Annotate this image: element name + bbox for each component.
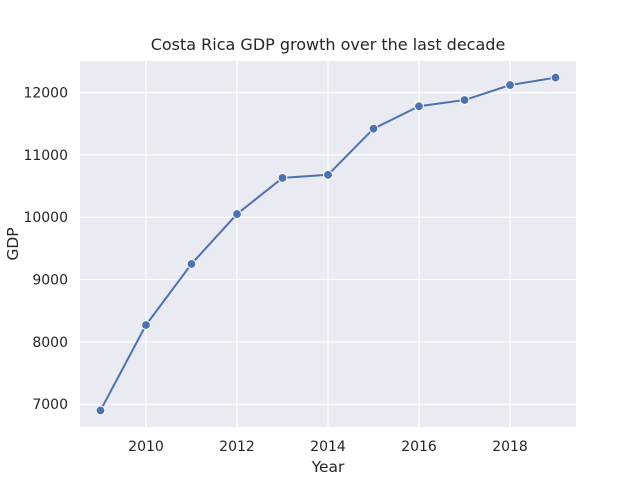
y-axis-label: GDP [4,227,22,260]
grid-lines [80,61,576,427]
y-tick-label: 8000 [32,335,68,351]
x-tick-label: 2016 [401,439,437,455]
y-tick-label: 10000 [23,210,68,226]
x-tick-label: 2012 [219,439,255,455]
x-tick-label: 2014 [310,439,346,455]
x-axis-label: Year [311,458,345,476]
data-point [323,169,333,180]
y-tick-label: 11000 [23,148,68,164]
data-point [459,95,470,105]
y-tick-label: 7000 [32,397,68,413]
data-point [277,173,288,183]
data-point [368,123,379,134]
data-point [414,101,424,112]
chart-title: Costa Rica GDP growth over the last deca… [151,35,506,54]
data-point [505,80,515,90]
tick-labels: 2010 2012 2014 2016 2018 7000 8000 9000 10000 110… [23,86,527,455]
data-point [141,320,151,330]
y-tick-label: 12000 [23,86,68,102]
data-point [232,209,242,219]
data-point [95,405,106,416]
x-tick-label: 2010 [128,439,164,455]
series-layer [95,72,561,416]
data-point [550,72,561,83]
y-tick-label: 9000 [32,273,68,289]
x-tick-label: 2018 [492,439,528,455]
data-point [186,259,197,269]
